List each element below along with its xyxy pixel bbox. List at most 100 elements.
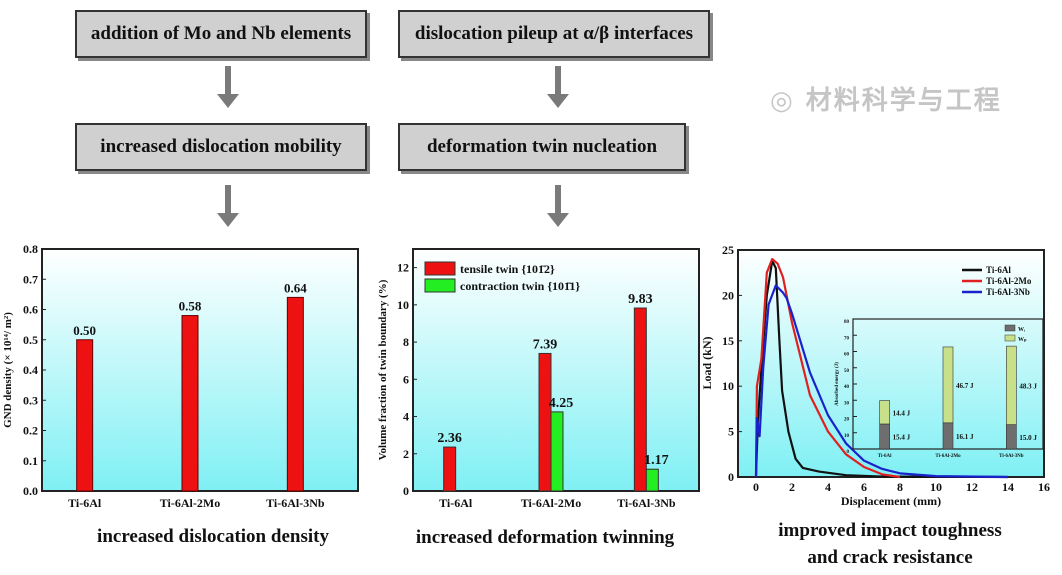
data-label: 4.25 [549,396,574,411]
flow-box-mobility: increased dislocation mobility [75,123,367,171]
data-label: 48.3 J [1019,382,1037,390]
y-tick: 0.6 [23,303,38,317]
inset-y-tick: 50 [844,369,850,374]
data-label: 0.64 [284,280,307,295]
watermark-logo: ◎ 材料科学与工程 [770,86,1002,116]
y-axis-label: GND density (× 10¹⁴/ m²) [2,312,14,428]
x-tick: 2 [789,480,795,494]
caption-deformation-twinning: increased deformation twinning [415,527,675,548]
legend-label: Ti-6Al-3Nb [986,287,1030,297]
data-label: 46.7 J [956,382,974,390]
y-axis-label: Absorbed energy (J) [835,362,840,406]
data-label: 0.50 [73,323,96,338]
stacked-bar [1006,424,1017,450]
y-tick: 0.8 [23,242,38,256]
stacked-bar [942,422,954,450]
x-tick: Ti-6Al-3Nb [266,496,325,510]
x-tick: 10 [930,480,942,494]
x-tick: 14 [1002,480,1014,494]
inset-x-tick: Ti-6Al [878,454,892,459]
x-tick: 8 [897,480,903,494]
data-label: 16.1 J [956,433,974,441]
inset-y-tick: 70 [844,336,850,341]
bar [76,339,94,492]
y-tick: 12 [397,261,409,275]
legend-swatch [424,278,456,293]
stacked-bar [879,400,890,425]
y-tick: 4 [403,410,409,424]
inset-y-tick: 80 [844,320,850,325]
y-tick: 2 [403,447,409,461]
y-tick: 0.7 [23,272,38,286]
down-arrow-icon [547,66,569,108]
y-axis-label: Volume fraction of twin boundary (%) [377,279,389,460]
inset-x-tick: Ti-6Al-3Nb [999,454,1024,459]
x-tick: 4 [825,480,831,494]
y-tick: 15 [722,334,734,348]
x-tick: Ti-6Al-2Mo [160,496,220,510]
x-tick: 16 [1038,480,1050,494]
inset-legend-swatch [1004,324,1016,332]
down-arrow-icon [547,185,569,227]
legend-label: Ti-6Al [986,265,1011,275]
flow-text: addition of Mo and Nb elements [90,23,352,44]
down-arrow-icon [217,185,239,227]
x-axis-label: Displacement (mm) [841,494,941,508]
y-tick: 8 [403,335,409,349]
stacked-bar [942,346,954,424]
inset-legend-swatch [1004,334,1016,342]
bar [443,446,457,492]
y-tick: 0 [728,470,734,484]
y-tick: 5 [728,425,734,439]
x-tick: Ti-6Al-3Nb [617,496,676,510]
stacked-bar [879,423,890,450]
y-tick: 0.0 [23,484,38,498]
bar [645,468,659,492]
flow-text: deformation twin nucleation [426,136,658,157]
x-tick: Ti-6Al-2Mo [521,496,581,510]
flow-text: increased dislocation mobility [100,136,342,157]
inset-y-tick: 10 [844,434,850,439]
y-tick: 20 [722,288,734,302]
flow-box-pileup: dislocation pileup at α/β interfaces [398,10,710,58]
x-tick: 6 [861,480,867,494]
flow-box-twin-nucleation: deformation twin nucleation [398,123,686,171]
flow-text: dislocation pileup at α/β interfaces [414,23,694,44]
bar [633,307,647,492]
legend-label: tensile twin {101̄2} [460,262,555,276]
y-tick: 0.2 [23,424,38,438]
y-tick: 25 [722,243,734,257]
x-tick: 12 [966,480,978,494]
x-tick: Ti-6Al [439,496,473,510]
caption-dislocation-density: increased dislocation density [97,526,329,547]
stacked-bar [1006,345,1017,425]
y-tick: 6 [403,372,409,386]
inset-y-tick: 0 [847,450,850,455]
y-tick: 0.1 [23,454,38,468]
inset-x-tick: Ti-6Al-2Mo [935,454,961,459]
data-label: 15.0 J [1019,434,1037,442]
y-tick: 10 [722,379,734,393]
legend-swatch [424,261,456,276]
y-tick: 10 [397,298,409,312]
caption-crack-resistance: and crack resistance [807,547,973,568]
data-label: 0.58 [179,299,202,314]
down-arrow-icon [217,66,239,108]
bar [181,315,199,492]
data-label: 14.4 J [893,409,911,417]
inset-y-tick: 40 [844,385,850,390]
flow-box-alloying: addition of Mo and Nb elements [75,10,367,58]
legend-label: contraction twin {101̄1} [460,279,580,293]
y-tick: 0.3 [23,393,38,407]
y-tick: 0 [403,484,409,498]
watermark-text: 材料科学与工程 [805,86,1002,116]
data-label: 15.4 J [893,433,911,441]
plot-area [41,248,359,492]
data-label: 1.17 [644,453,669,468]
inset-legend-label: Wₚ [1018,337,1027,343]
inset-y-tick: 20 [844,418,850,423]
y-axis-label: Load (kN) [700,336,714,389]
legend-label: Ti-6Al-2Mo [986,276,1032,286]
data-label: 9.83 [628,292,653,307]
